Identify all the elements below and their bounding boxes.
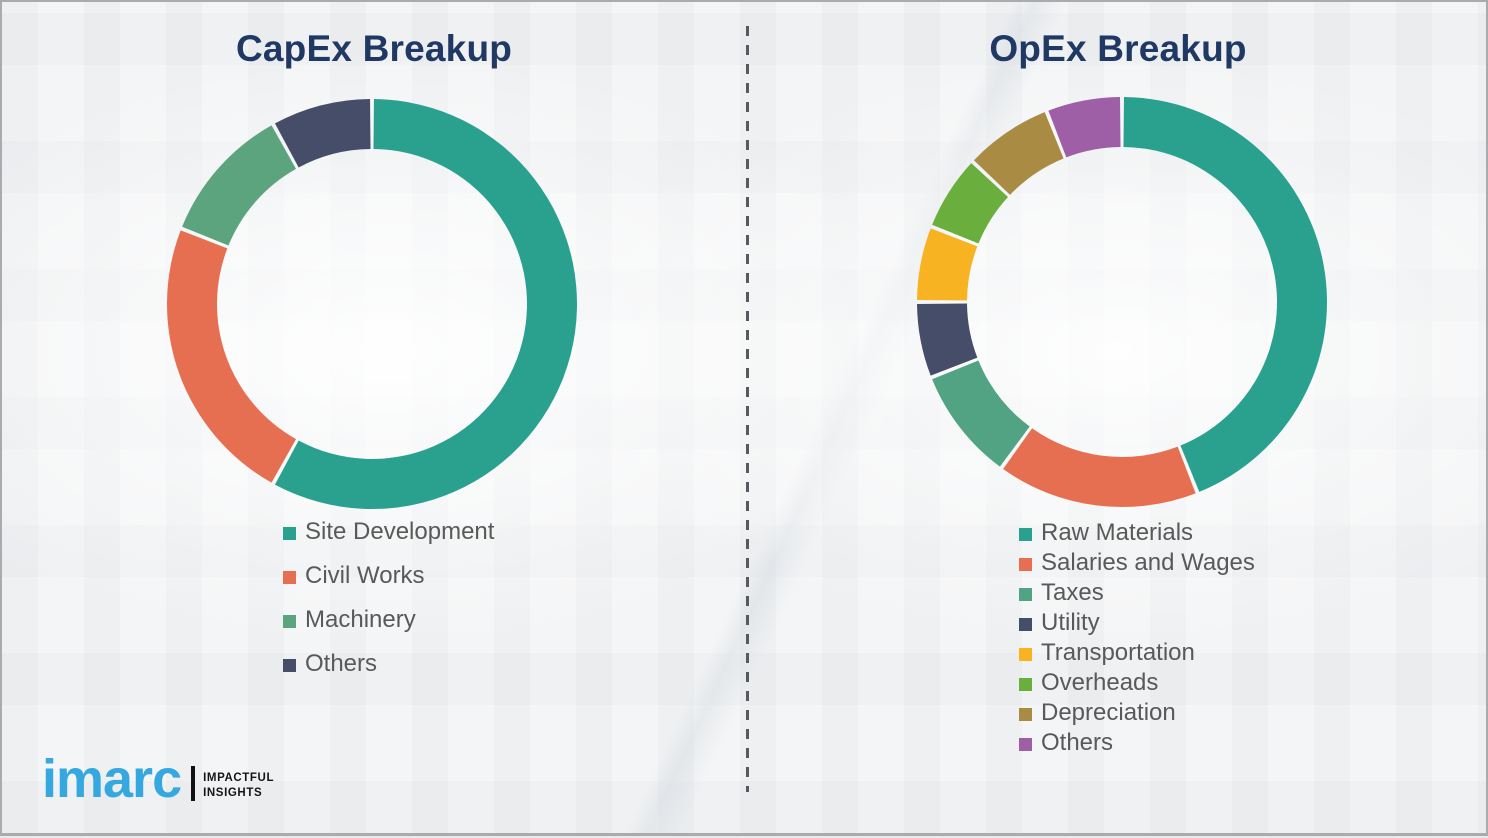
opex-donut-chart <box>917 97 1327 508</box>
donut-segment-transportation <box>917 228 978 301</box>
legend-label: Machinery <box>305 606 416 633</box>
legend-label: Transportation <box>1041 639 1195 666</box>
donut-segment-site-development <box>274 99 577 510</box>
legend-swatch <box>1019 587 1032 601</box>
donut-segment-salaries-and-wages <box>1003 428 1196 508</box>
logo-tagline: IMPACTFUL INSIGHTS <box>203 771 274 805</box>
legend-label: Taxes <box>1041 579 1104 606</box>
legend-swatch <box>1019 647 1032 661</box>
legend-item: Raw Materials <box>1019 518 1255 548</box>
legend-swatch <box>1019 677 1032 691</box>
imarc-logo-wordmark: imarc <box>42 748 182 809</box>
legend-swatch <box>1019 707 1032 721</box>
legend-swatch <box>1019 737 1032 751</box>
legend-item: Others <box>1019 728 1255 758</box>
legend-item: Others <box>283 642 494 686</box>
dashed-divider <box>746 26 749 792</box>
imarc-logo: imarc IMPACTFUL INSIGHTS <box>42 735 274 809</box>
legend-item: Salaries and Wages <box>1019 548 1255 578</box>
donut-segment-overheads <box>932 163 1008 244</box>
legend-label: Utility <box>1041 609 1100 636</box>
donut-segment-raw-materials <box>1123 97 1327 492</box>
legend-label: Salaries and Wages <box>1041 549 1255 576</box>
donut-segment-utility <box>917 303 978 376</box>
donut-segment-others <box>1048 97 1121 158</box>
legend-label: Civil Works <box>305 562 425 589</box>
donut-segment-machinery <box>182 125 297 246</box>
opex-panel: OpEx Breakup Raw Materials Salaries and W… <box>746 2 1488 838</box>
legend-swatch <box>1019 557 1032 571</box>
legend-label: Site Development <box>305 518 495 545</box>
donut-segment-taxes <box>932 360 1030 467</box>
logo-tagline-line2: INSIGHTS <box>203 787 263 799</box>
legend-item: Civil Works <box>283 554 494 598</box>
legend-label: Others <box>305 650 378 677</box>
opex-title: OpEx Breakup <box>989 28 1247 69</box>
capex-panel: CapEx Breakup Site Development Civil Work… <box>2 2 746 838</box>
logo-divider-bar <box>191 766 196 801</box>
legend-swatch <box>1019 527 1032 541</box>
legend-label: Overheads <box>1041 669 1159 696</box>
legend-swatch <box>283 570 296 584</box>
opex-legend: Raw Materials Salaries and Wages Taxes Util… <box>1019 518 1255 758</box>
donut-segment-others <box>274 99 371 168</box>
legend-swatch <box>283 614 296 628</box>
legend-item: Transportation <box>1019 638 1255 668</box>
legend-item: Depreciation <box>1019 698 1255 728</box>
donut-segment-depreciation <box>973 112 1064 195</box>
donut-segment-civil-works <box>166 230 297 483</box>
legend-label: Depreciation <box>1041 699 1176 726</box>
legend-item: Site Development <box>283 510 494 554</box>
legend-item: Utility <box>1019 608 1255 638</box>
capex-title: CapEx Breakup <box>235 28 513 69</box>
capex-legend: Site Development Civil Works Machinery Othe… <box>283 510 494 686</box>
legend-swatch <box>1019 617 1032 631</box>
legend-label: Raw Materials <box>1041 519 1194 546</box>
legend-label: Others <box>1041 729 1114 756</box>
legend-item: Taxes <box>1019 578 1255 608</box>
legend-swatch <box>283 658 296 672</box>
logo-tagline-line1: IMPACTFUL <box>203 772 275 784</box>
legend-swatch <box>283 526 296 540</box>
legend-item: Machinery <box>283 598 494 642</box>
legend-item: Overheads <box>1019 668 1255 698</box>
capex-donut-chart <box>166 99 577 510</box>
